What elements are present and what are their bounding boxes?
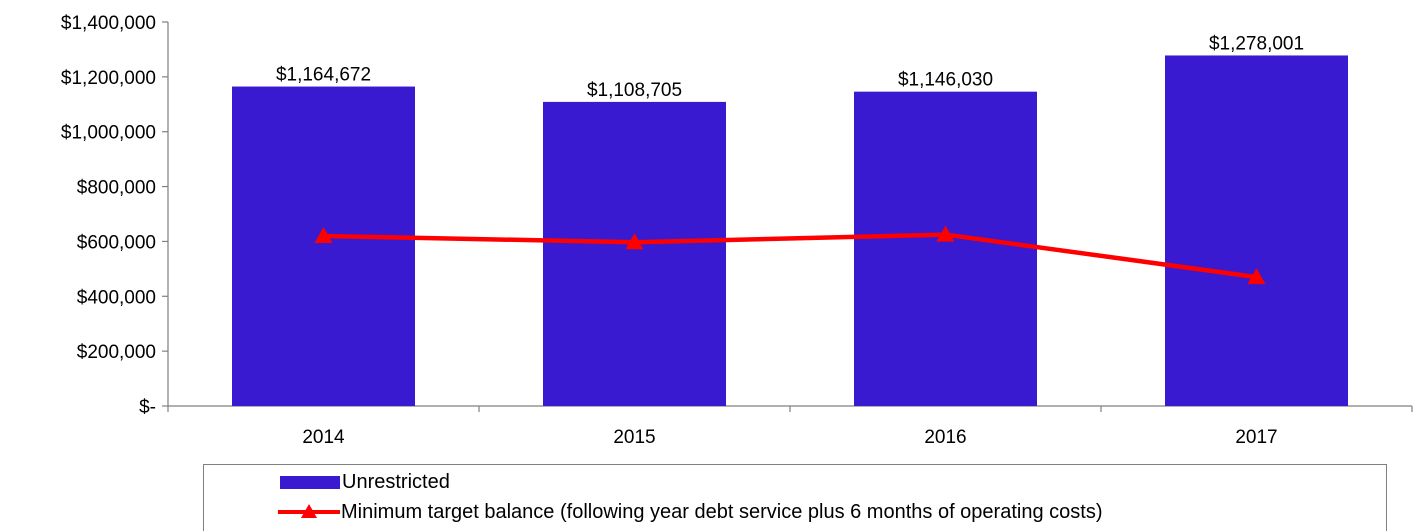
legend-bar-swatch [280,475,340,489]
x-tick-label: 2015 [613,427,655,448]
y-tick-label: $1,000,000 [61,123,156,144]
y-tick-label: $1,200,000 [61,68,156,89]
bar [543,101,726,406]
y-tick-label: $1,400,000 [61,13,156,34]
bar [1165,55,1348,406]
y-tick-label: $400,000 [77,287,156,308]
y-tick-label: $- [139,397,156,418]
x-tick-label: 2016 [924,427,966,448]
legend-item-bar: Unrestricted [280,469,450,495]
chart: $- $200,000 $400,000 $600,000 $800,000 $1,000… [61,13,1413,448]
bar [232,86,415,406]
line-point [625,233,644,250]
legend-label-line: Minimum target balance (following year d… [341,500,1103,523]
x-tick-label: 2017 [1235,427,1277,448]
bar-data-label: $1,108,705 [587,80,682,101]
y-tick-label: $800,000 [77,178,156,199]
legend-line-swatch [278,504,340,518]
target-line [323,232,1257,280]
line-point [1247,268,1266,285]
legend-item-line: Minimum target balance (following year d… [278,499,1102,525]
bar-data-label: $1,146,030 [898,70,993,91]
y-tick-label: $200,000 [77,342,156,363]
line-point [314,226,333,243]
bar [854,91,1037,406]
legend-label-bar: Unrestricted [342,470,450,493]
legend: Unrestricted Minimum target balance (fol… [203,464,1387,531]
x-tick-label: 2014 [302,427,345,448]
line-point [936,225,955,242]
bar-data-label: $1,278,001 [1209,33,1304,54]
bar-data-label: $1,164,672 [276,65,371,86]
y-tick-label: $600,000 [77,232,156,253]
